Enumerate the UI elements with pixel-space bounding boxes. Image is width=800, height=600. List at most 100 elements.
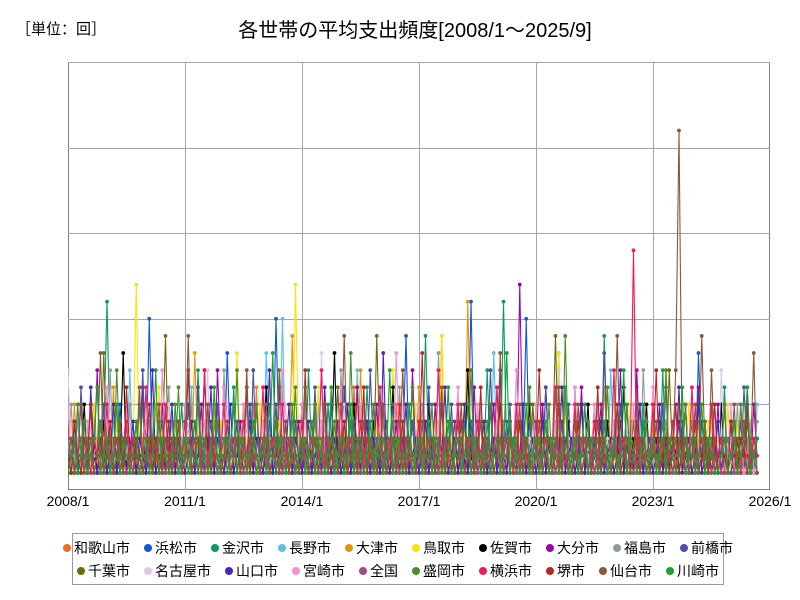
- series-marker: [716, 402, 720, 407]
- series-marker: [95, 470, 100, 475]
- series-marker: [248, 402, 252, 407]
- legend-item-川崎市[interactable]: 川崎市: [666, 564, 719, 578]
- series-marker: [514, 402, 519, 407]
- series-marker: [287, 402, 291, 407]
- series-marker: [319, 419, 324, 424]
- series-marker: [238, 436, 243, 441]
- series-marker: [664, 436, 668, 441]
- series-marker: [446, 385, 451, 390]
- series-marker: [374, 402, 379, 407]
- legend-item-金沢市[interactable]: 金沢市: [211, 541, 264, 555]
- series-marker: [420, 419, 425, 424]
- series-marker: [621, 368, 626, 373]
- series-marker: [378, 453, 382, 458]
- legend-item-浜松市[interactable]: 浜松市: [144, 541, 197, 555]
- series-marker: [202, 453, 207, 458]
- series-marker: [426, 419, 431, 424]
- series-marker: [426, 453, 431, 458]
- legend-item-和歌山市[interactable]: 和歌山市: [63, 541, 130, 555]
- series-marker: [355, 436, 360, 441]
- series-marker: [605, 470, 610, 475]
- legend-item-長野市[interactable]: 長野市: [278, 541, 331, 555]
- series-marker: [742, 470, 746, 475]
- series-marker: [602, 470, 607, 475]
- series-marker: [417, 436, 421, 441]
- legend-item-福島市[interactable]: 福島市: [613, 541, 666, 555]
- series-marker: [579, 402, 584, 407]
- legend-item-堺市[interactable]: 堺市: [546, 564, 585, 578]
- series-marker: [391, 385, 395, 390]
- series-marker: [511, 453, 516, 458]
- legend-label: 名古屋市: [155, 563, 211, 579]
- series-marker: [491, 402, 496, 407]
- series-marker: [313, 470, 317, 475]
- series-marker: [235, 351, 239, 355]
- series-marker: [348, 351, 353, 355]
- series-marker: [660, 453, 665, 458]
- series-marker: [524, 453, 529, 458]
- series-marker: [641, 402, 646, 407]
- legend-item-鳥取市[interactable]: 鳥取市: [412, 541, 465, 555]
- series-marker: [673, 470, 678, 475]
- legend-item-仙台市[interactable]: 仙台市: [599, 564, 652, 578]
- series-marker: [238, 453, 243, 458]
- series-marker: [667, 368, 672, 373]
- series-marker: [495, 385, 499, 390]
- legend-item-名古屋市[interactable]: 名古屋市: [144, 564, 211, 578]
- series-marker: [680, 385, 685, 390]
- legend-item-千葉市[interactable]: 千葉市: [77, 564, 130, 578]
- series-marker: [192, 419, 197, 424]
- series-marker: [436, 368, 441, 373]
- series-marker: [108, 402, 113, 407]
- series-marker: [157, 470, 161, 475]
- series-marker: [540, 419, 545, 424]
- legend-item-大分市[interactable]: 大分市: [546, 541, 599, 555]
- legend-item-山口市[interactable]: 山口市: [225, 564, 278, 578]
- series-marker: [124, 453, 129, 458]
- series-marker: [667, 436, 672, 441]
- legend-item-全国[interactable]: 全国: [359, 564, 398, 578]
- series-marker: [108, 436, 113, 441]
- legend-item-横浜市[interactable]: 横浜市: [479, 564, 532, 578]
- series-marker: [348, 402, 353, 407]
- legend-label: 前橋市: [691, 540, 733, 556]
- series-marker: [199, 470, 204, 475]
- series-marker: [222, 368, 226, 373]
- legend-item-宮崎市[interactable]: 宮崎市: [292, 564, 345, 578]
- legend-item-盛岡市[interactable]: 盛岡市: [412, 564, 465, 578]
- series-marker: [738, 402, 743, 407]
- series-marker: [72, 402, 77, 407]
- series-marker: [88, 402, 93, 407]
- series-marker: [534, 436, 538, 441]
- legend-item-大津市[interactable]: 大津市: [345, 541, 398, 555]
- series-marker: [404, 453, 408, 458]
- legend-item-佐賀市[interactable]: 佐賀市: [479, 541, 532, 555]
- series-marker: [261, 436, 265, 441]
- series-marker: [378, 385, 382, 390]
- series-marker: [573, 470, 577, 475]
- series-marker: [303, 385, 308, 390]
- series-marker: [420, 351, 425, 355]
- series-marker: [699, 436, 704, 441]
- legend-item-前橋市[interactable]: 前橋市: [680, 541, 733, 555]
- series-marker: [381, 402, 386, 407]
- series-marker: [257, 453, 262, 458]
- series-marker: [280, 316, 285, 321]
- series-marker: [118, 470, 122, 475]
- series-marker: [228, 402, 233, 407]
- series-marker: [732, 419, 737, 424]
- series-marker: [433, 402, 438, 407]
- series-marker: [732, 470, 737, 475]
- gridline-vertical: [419, 62, 420, 490]
- series-marker: [407, 470, 412, 475]
- series-marker: [394, 351, 399, 355]
- series-marker: [631, 453, 636, 458]
- series-marker: [579, 470, 584, 475]
- legend-marker-icon: [599, 567, 607, 575]
- series-marker: [335, 453, 340, 458]
- series-marker: [465, 453, 470, 458]
- series-marker: [654, 470, 659, 475]
- series-marker: [439, 334, 444, 338]
- series-marker: [449, 470, 454, 475]
- series-marker: [205, 402, 210, 407]
